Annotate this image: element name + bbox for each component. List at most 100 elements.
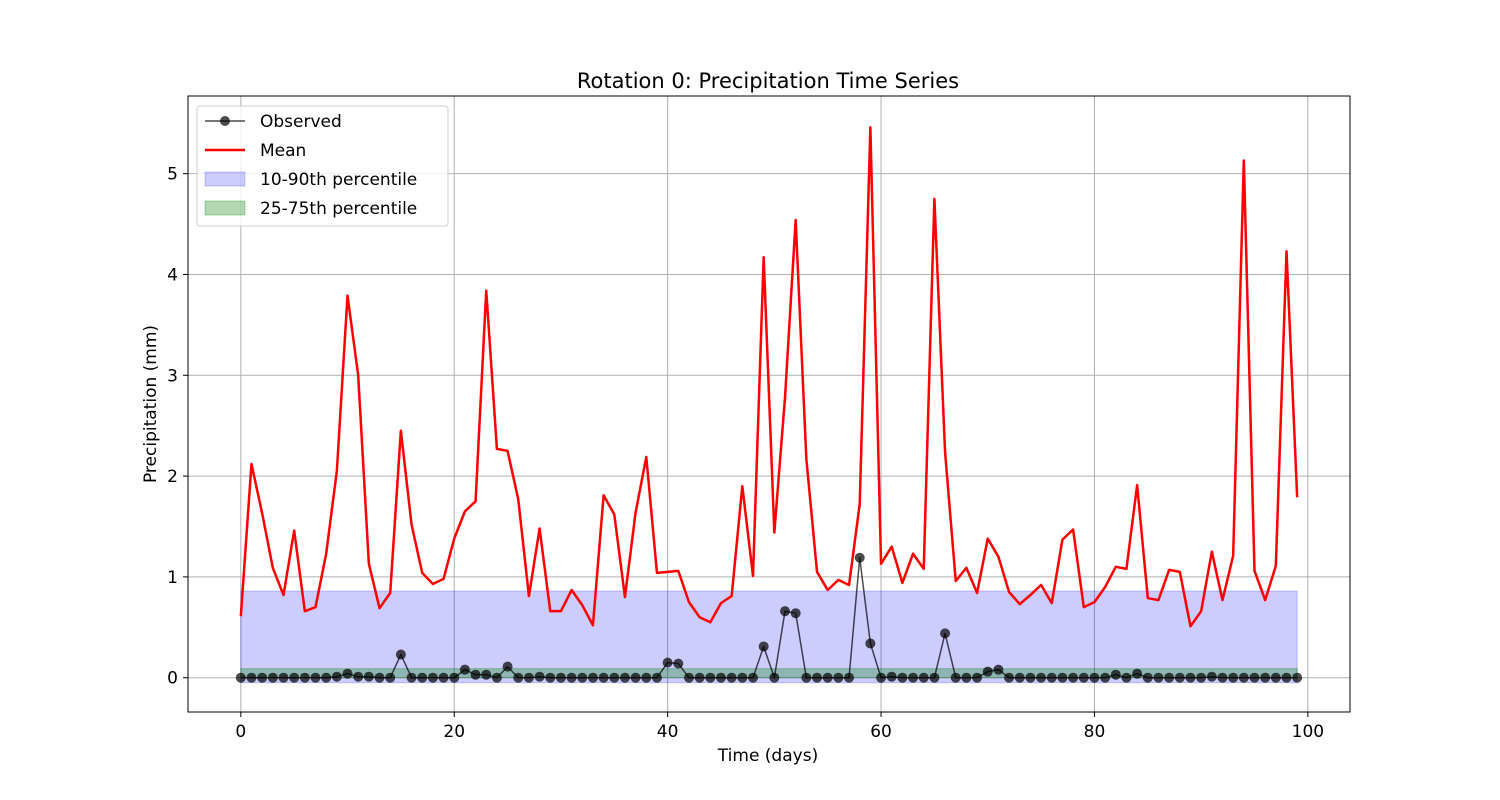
y-tick-label: 0 [167,669,178,689]
x-tick-label: 80 [1084,722,1106,742]
observed-point [353,671,364,682]
observed-point [929,672,940,683]
observed-point [1270,672,1281,683]
x-tick-label: 20 [443,722,465,742]
observed-point [940,628,951,639]
observed-point [972,672,983,683]
legend-entry-p25-75: 25-75th percentile [204,199,417,219]
observed-point [1121,672,1132,683]
legend-box [196,105,449,227]
legend-observed-marker-swatch [220,116,230,126]
observed-point [1228,672,1239,683]
observed-point [438,672,449,683]
observed-point [1238,672,1249,683]
observed-point [267,672,278,683]
observed-point [1196,672,1207,683]
observed-point [822,672,833,683]
observed-point [534,671,545,682]
y-tick-label: 1 [167,568,178,588]
observed-point [705,672,716,683]
legend-label-p10-90: 10-90th percentile [260,170,417,190]
observed-point [246,672,257,683]
observed-point [1292,672,1303,683]
observed-point [331,671,342,682]
observed-point [1025,672,1036,683]
observed-markers [235,552,1303,683]
observed-point [1057,672,1068,683]
observed-point [694,672,705,683]
observed-point [385,672,396,683]
y-tick-label: 4 [167,265,178,285]
observed-point [609,672,620,683]
observed-point [1249,672,1260,683]
observed-point [950,672,961,683]
observed-point [289,672,300,683]
observed-point [918,672,929,683]
observed-point [513,672,524,683]
observed-point [1100,672,1111,683]
x-tick-label: 60 [870,722,892,742]
observed-point [449,672,460,683]
chart-title: Rotation 0: Precipitation Time Series [577,69,959,93]
plot-area-frame [187,95,1351,713]
x-tick-label: 100 [1292,722,1324,742]
legend-entry-p10-90: 10-90th percentile [204,170,417,190]
observed-point [1174,672,1185,683]
legend-entry-observed: Observed [205,112,342,132]
observed-point [406,672,417,683]
observed-point [545,672,556,683]
legend-p10-90-swatch [204,171,246,187]
legend-label-mean: Mean [260,141,306,161]
observed-point [897,672,908,683]
observed-point [1217,672,1228,683]
observed-point [683,672,694,683]
observed-point [587,672,598,683]
observed-point [673,658,684,669]
observed-point [1004,672,1015,683]
observed-point [737,672,748,683]
observed-point [555,672,566,683]
observed-point [1153,672,1164,683]
observed-point [427,672,438,683]
observed-point [235,672,246,683]
observed-point [321,672,332,683]
y-tick-label: 3 [167,366,178,386]
observed-point [844,672,855,683]
x-axis-label: Time (days) [717,746,818,766]
x-tick-label: 40 [657,722,679,742]
observed-point [1036,672,1047,683]
observed-point [374,672,385,683]
x-axis-ticks: 0 20 40 60 80 100 [235,712,1324,742]
observed-point [982,666,993,677]
observed-point [758,641,769,652]
observed-point [257,672,268,683]
band-p10-90 [240,590,1298,684]
observed-point [726,672,737,683]
observed-point [865,638,876,649]
observed-point [651,672,662,683]
percentile-bands [240,590,1298,684]
observed-point [1164,672,1175,683]
observed-point [395,649,406,660]
observed-point [812,672,823,683]
observed-point [1110,669,1121,680]
observed-point [278,672,289,683]
observed-point [1046,672,1057,683]
y-tick-label: 2 [167,467,178,487]
observed-point [1089,672,1100,683]
observed-point [470,669,481,680]
legend-p25-75-swatch [204,200,246,216]
observed-point [1132,668,1143,679]
observed-point [801,672,812,683]
observed-point [598,672,609,683]
observed-point [747,672,758,683]
observed-point [1078,672,1089,683]
observed-point [1068,672,1079,683]
observed-point [481,669,492,680]
observed-point [854,552,865,563]
y-axis-label: Precipitation (mm) [141,325,161,483]
observed-point [310,672,321,683]
observed-point [523,672,534,683]
y-axis-ticks: 0 1 2 3 4 5 [167,165,188,689]
